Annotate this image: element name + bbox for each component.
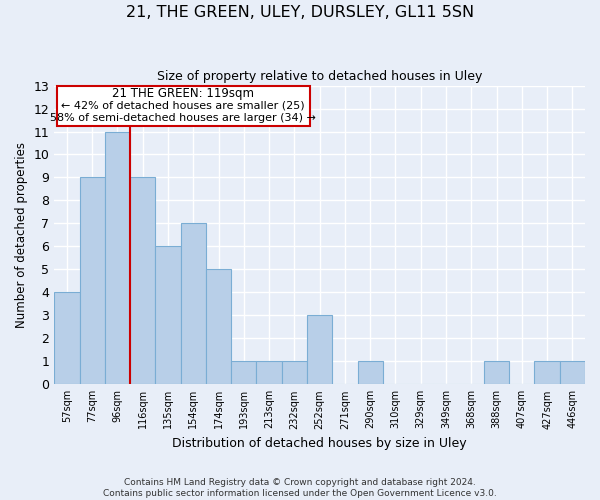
FancyBboxPatch shape — [57, 86, 310, 126]
Bar — [206, 270, 231, 384]
Bar — [484, 362, 509, 384]
Bar — [282, 362, 307, 384]
Title: Size of property relative to detached houses in Uley: Size of property relative to detached ho… — [157, 70, 482, 83]
Bar — [231, 362, 256, 384]
Y-axis label: Number of detached properties: Number of detached properties — [15, 142, 28, 328]
Bar — [358, 362, 383, 384]
Text: ← 42% of detached houses are smaller (25): ← 42% of detached houses are smaller (25… — [61, 100, 305, 110]
Text: 21 THE GREEN: 119sqm: 21 THE GREEN: 119sqm — [112, 87, 254, 100]
Bar — [105, 132, 130, 384]
Bar — [256, 362, 282, 384]
Text: 21, THE GREEN, ULEY, DURSLEY, GL11 5SN: 21, THE GREEN, ULEY, DURSLEY, GL11 5SN — [126, 5, 474, 20]
X-axis label: Distribution of detached houses by size in Uley: Distribution of detached houses by size … — [172, 437, 467, 450]
Bar — [80, 178, 105, 384]
Bar — [535, 362, 560, 384]
Bar — [181, 224, 206, 384]
Bar — [54, 292, 80, 384]
Text: Contains HM Land Registry data © Crown copyright and database right 2024.
Contai: Contains HM Land Registry data © Crown c… — [103, 478, 497, 498]
Text: 58% of semi-detached houses are larger (34) →: 58% of semi-detached houses are larger (… — [50, 112, 316, 122]
Bar — [130, 178, 155, 384]
Bar — [560, 362, 585, 384]
Bar — [307, 316, 332, 384]
Bar — [155, 246, 181, 384]
